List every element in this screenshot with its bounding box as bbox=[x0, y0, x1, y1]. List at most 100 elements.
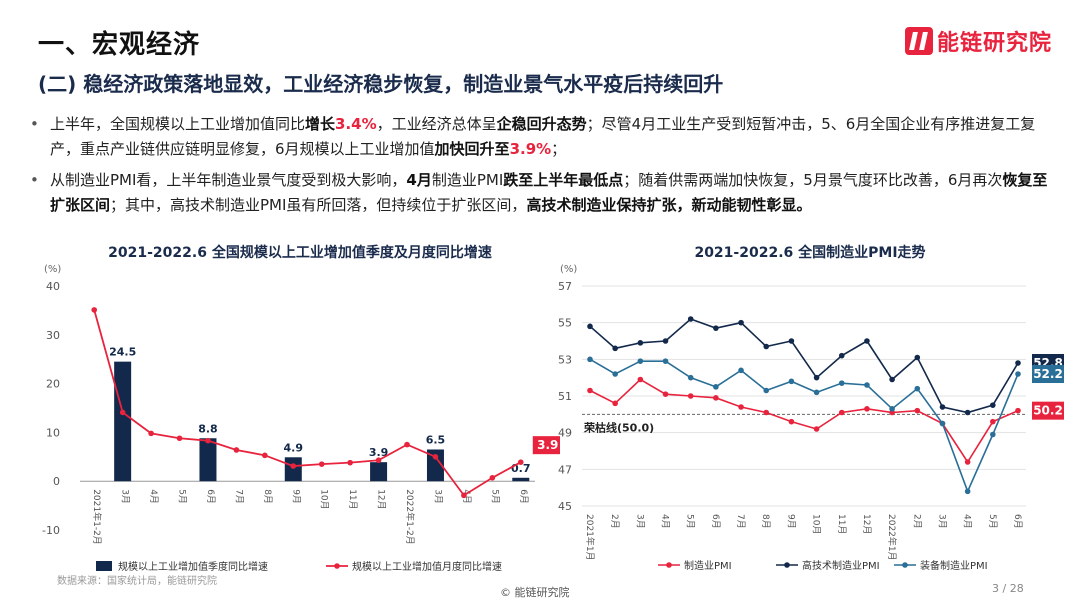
series-point bbox=[990, 431, 996, 438]
bar-quarterly bbox=[284, 457, 302, 482]
x-tick-label: 9月 bbox=[290, 489, 301, 504]
bar-data-label: 8.8 bbox=[198, 422, 218, 435]
footer-brand: © 能链研究院 bbox=[500, 586, 570, 599]
x-tick-label: 2月 bbox=[911, 514, 922, 529]
series-point bbox=[612, 400, 618, 407]
page-number: 3 / 28 bbox=[992, 582, 1024, 595]
bullet-text-segment: ；尽管4月工业生产受到短暂冲击，5、6月全国企业有序推进复工复产，重点产业链供应… bbox=[50, 115, 1036, 158]
bullet-item-2: 从制造业PMI看，上半年制造业景气度受到极大影响，4月制造业PMI跌至上半年最低… bbox=[30, 168, 1060, 218]
series-point bbox=[612, 371, 618, 377]
legend-swatch-bar bbox=[96, 561, 112, 571]
series-point bbox=[687, 316, 694, 322]
series-point bbox=[964, 488, 971, 495]
x-tick-label: 8月 bbox=[262, 489, 273, 504]
y-tick-label: 20 bbox=[46, 378, 60, 391]
y-tick-label: 53 bbox=[558, 353, 572, 366]
bullet-text-segment: 增长 bbox=[305, 115, 336, 133]
series-point bbox=[813, 374, 820, 381]
bar-data-label: 6.5 bbox=[426, 433, 446, 446]
legend-label-line: 规模以上工业增加值月度同比增速 bbox=[352, 560, 502, 573]
bar-data-label: 4.9 bbox=[284, 441, 304, 454]
bullet-list: 上半年，全国规模以上工业增加值同比增长3.4%，工业经济总体呈企稳回升态势；尽管… bbox=[30, 112, 1060, 224]
line-point bbox=[517, 459, 524, 465]
series-point bbox=[763, 387, 770, 394]
series-point bbox=[788, 338, 795, 344]
line-point bbox=[148, 430, 154, 437]
x-tick-label: 2021年1-2月 bbox=[91, 489, 103, 545]
end-value-label: 3.9 bbox=[537, 438, 558, 452]
series-point bbox=[864, 406, 870, 412]
x-tick-label: 11月 bbox=[347, 489, 358, 509]
x-tick-label: 12月 bbox=[861, 514, 872, 534]
series-point bbox=[612, 345, 618, 352]
series-point bbox=[687, 393, 694, 399]
brand-logo: 能链研究院 bbox=[905, 24, 1052, 58]
x-tick-label: 4月 bbox=[962, 514, 973, 529]
logo-mark-icon bbox=[905, 27, 933, 55]
chart-title-pmi: 2021-2022.6 全国制造业PMI走势 bbox=[694, 245, 926, 261]
series-point bbox=[637, 340, 644, 346]
series-point bbox=[838, 409, 845, 416]
series-point bbox=[1015, 371, 1021, 377]
line-point bbox=[290, 463, 297, 469]
bullet-text-segment: ； bbox=[551, 140, 567, 158]
line-point bbox=[404, 441, 410, 448]
end-value-label: 52.2 bbox=[1033, 367, 1063, 381]
x-tick-label: 5月 bbox=[987, 514, 998, 529]
bullet-text-segment: 企稳回升态势 bbox=[496, 115, 587, 133]
line-point bbox=[375, 457, 382, 464]
y-tick-label: 55 bbox=[558, 317, 572, 330]
series-point bbox=[914, 407, 921, 414]
y-unit-label: (%) bbox=[560, 264, 577, 275]
x-tick-label: 3月 bbox=[936, 514, 947, 529]
line-point bbox=[233, 447, 240, 453]
legend-swatch-point bbox=[334, 563, 340, 569]
x-tick-label: 2022年1-2月 bbox=[404, 489, 416, 545]
x-tick-label: 9月 bbox=[785, 514, 796, 529]
y-tick-label: 57 bbox=[558, 280, 572, 293]
legend-label: 装备制造业PMI bbox=[920, 559, 988, 572]
x-tick-label: 5月 bbox=[685, 514, 696, 529]
x-tick-label: 8月 bbox=[760, 514, 771, 529]
series-point bbox=[939, 404, 946, 410]
series-point bbox=[864, 382, 870, 388]
x-tick-label: 4月 bbox=[148, 489, 159, 504]
bullet-text-segment: 3.4% bbox=[335, 115, 377, 133]
line-point bbox=[347, 459, 353, 466]
bar-data-label: 24.5 bbox=[109, 346, 136, 359]
x-tick-label: 11月 bbox=[836, 514, 847, 534]
x-tick-label: 5月 bbox=[177, 489, 188, 504]
legend-label-bar: 规模以上工业增加值季度同比增速 bbox=[118, 560, 268, 573]
bullet-text-segment: 上半年，全国规模以上工业增加值同比 bbox=[50, 115, 306, 133]
series-point bbox=[587, 356, 593, 363]
x-tick-label: 2022年1月 bbox=[886, 514, 898, 561]
y-tick-label: 49 bbox=[558, 427, 572, 440]
data-source-note: 数据来源：国家统计局，能链研究院 bbox=[57, 576, 217, 587]
x-tick-label: 3月 bbox=[120, 489, 131, 504]
end-value-badge bbox=[1032, 401, 1064, 420]
series-point bbox=[738, 319, 744, 326]
bullet-text-segment: ，工业经济总体呈 bbox=[376, 115, 497, 133]
line-point bbox=[461, 492, 467, 499]
x-tick-label: 10月 bbox=[811, 514, 822, 534]
bullet-text-segment: 加快回升至 bbox=[434, 140, 510, 158]
x-tick-label: 10月 bbox=[319, 489, 330, 509]
x-tick-label: 7月 bbox=[735, 514, 746, 529]
x-tick-label: 6月 bbox=[518, 489, 529, 504]
series-point bbox=[637, 376, 644, 383]
bullet-text-segment: 制造业PMI bbox=[431, 171, 504, 189]
y-tick-label: 10 bbox=[46, 426, 60, 439]
series-point bbox=[914, 354, 921, 361]
x-tick-label: 4月 bbox=[660, 514, 671, 529]
y-unit-label: (%) bbox=[44, 264, 61, 275]
bullet-text-segment: 恢复至扩张区间 bbox=[50, 171, 1048, 214]
series-point bbox=[738, 404, 744, 410]
y-tick-label: 30 bbox=[46, 329, 60, 342]
series-point bbox=[864, 338, 870, 344]
series-point bbox=[687, 374, 694, 381]
series-point bbox=[838, 380, 845, 386]
bullet-text-segment: ；其中，高技术制造业PMI虽有所回落，但持续位于扩张区间， bbox=[110, 196, 527, 214]
x-tick-label: 6月 bbox=[1012, 514, 1023, 529]
y-tick-label: 45 bbox=[558, 500, 572, 513]
x-tick-label: 3月 bbox=[432, 489, 443, 504]
